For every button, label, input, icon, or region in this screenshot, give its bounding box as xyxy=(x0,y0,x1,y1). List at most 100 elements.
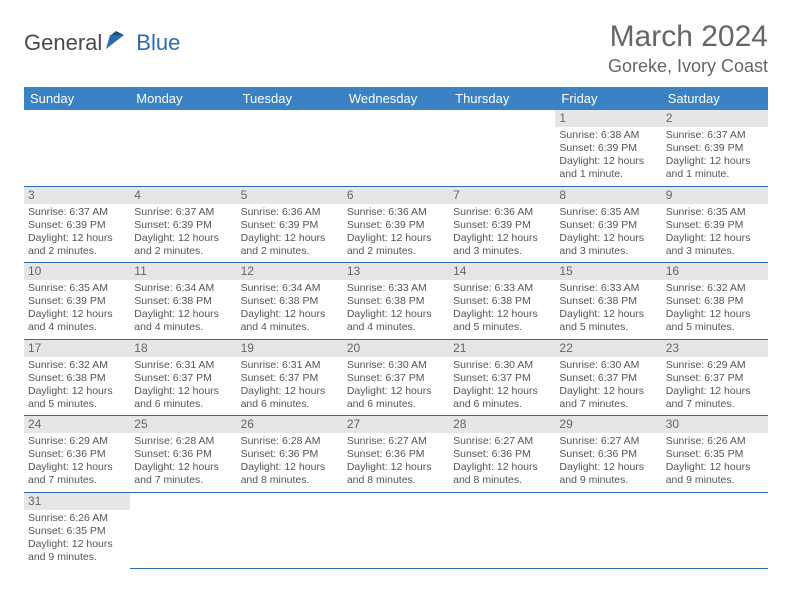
day-number: 15 xyxy=(555,263,661,280)
calendar-cell: 8Sunrise: 6:35 AMSunset: 6:39 PMDaylight… xyxy=(555,186,661,263)
daylight-text: Daylight: 12 hours and 8 minutes. xyxy=(241,461,339,487)
calendar-cell: 9Sunrise: 6:35 AMSunset: 6:39 PMDaylight… xyxy=(662,186,768,263)
logo-text-blue: Blue xyxy=(136,30,180,56)
sunrise-text: Sunrise: 6:31 AM xyxy=(241,359,339,372)
daylight-text: Daylight: 12 hours and 3 minutes. xyxy=(666,232,764,258)
daylight-text: Daylight: 12 hours and 6 minutes. xyxy=(134,385,232,411)
calendar-row: 24Sunrise: 6:29 AMSunset: 6:36 PMDayligh… xyxy=(24,416,768,493)
weekday-thursday: Thursday xyxy=(449,87,555,110)
calendar-cell: 16Sunrise: 6:32 AMSunset: 6:38 PMDayligh… xyxy=(662,263,768,340)
sunrise-text: Sunrise: 6:38 AM xyxy=(559,129,657,142)
sunset-text: Sunset: 6:37 PM xyxy=(241,372,339,385)
sunset-text: Sunset: 6:39 PM xyxy=(453,219,551,232)
calendar-cell: 11Sunrise: 6:34 AMSunset: 6:38 PMDayligh… xyxy=(130,263,236,340)
sunset-text: Sunset: 6:39 PM xyxy=(28,219,126,232)
day-number: 18 xyxy=(130,340,236,357)
sunset-text: Sunset: 6:38 PM xyxy=(241,295,339,308)
calendar-cell xyxy=(662,492,768,568)
sunset-text: Sunset: 6:36 PM xyxy=(453,448,551,461)
daylight-text: Daylight: 12 hours and 9 minutes. xyxy=(666,461,764,487)
calendar-row: 17Sunrise: 6:32 AMSunset: 6:38 PMDayligh… xyxy=(24,339,768,416)
day-number: 22 xyxy=(555,340,661,357)
sunrise-text: Sunrise: 6:34 AM xyxy=(241,282,339,295)
sunrise-text: Sunrise: 6:28 AM xyxy=(241,435,339,448)
calendar-cell xyxy=(24,110,130,186)
day-number: 13 xyxy=(343,263,449,280)
day-number: 14 xyxy=(449,263,555,280)
calendar-cell: 22Sunrise: 6:30 AMSunset: 6:37 PMDayligh… xyxy=(555,339,661,416)
day-number: 3 xyxy=(24,187,130,204)
calendar-cell: 17Sunrise: 6:32 AMSunset: 6:38 PMDayligh… xyxy=(24,339,130,416)
daylight-text: Daylight: 12 hours and 7 minutes. xyxy=(559,385,657,411)
day-number: 19 xyxy=(237,340,343,357)
logo: General Blue xyxy=(24,30,180,56)
daylight-text: Daylight: 12 hours and 2 minutes. xyxy=(134,232,232,258)
calendar-cell: 19 Sunrise: 6:31 AMSunset: 6:37 PMDayligh… xyxy=(237,339,343,416)
daylight-text: Daylight: 12 hours and 8 minutes. xyxy=(347,461,445,487)
sunset-text: Sunset: 6:38 PM xyxy=(347,295,445,308)
day-number: 24 xyxy=(24,416,130,433)
sunrise-text: Sunrise: 6:30 AM xyxy=(347,359,445,372)
sunrise-text: Sunrise: 6:35 AM xyxy=(666,206,764,219)
sunset-text: Sunset: 6:37 PM xyxy=(559,372,657,385)
calendar-cell: 18Sunrise: 6:31 AMSunset: 6:37 PMDayligh… xyxy=(130,339,236,416)
daylight-text: Daylight: 12 hours and 1 minute. xyxy=(666,155,764,181)
sunset-text: Sunset: 6:39 PM xyxy=(28,295,126,308)
day-number: 11 xyxy=(130,263,236,280)
calendar-cell xyxy=(130,492,236,568)
day-number: 5 xyxy=(237,187,343,204)
daylight-text: Daylight: 12 hours and 7 minutes. xyxy=(28,461,126,487)
page-header: General Blue March 2024 Goreke, Ivory Co… xyxy=(24,20,768,77)
daylight-text: Daylight: 12 hours and 5 minutes. xyxy=(666,308,764,334)
sunset-text: Sunset: 6:37 PM xyxy=(453,372,551,385)
day-number: 23 xyxy=(662,340,768,357)
sunset-text: Sunset: 6:38 PM xyxy=(134,295,232,308)
daylight-text: Daylight: 12 hours and 7 minutes. xyxy=(134,461,232,487)
calendar-cell: 15Sunrise: 6:33 AMSunset: 6:38 PMDayligh… xyxy=(555,263,661,340)
sunrise-text: Sunrise: 6:33 AM xyxy=(453,282,551,295)
daylight-text: Daylight: 12 hours and 5 minutes. xyxy=(453,308,551,334)
calendar-cell: 6Sunrise: 6:36 AMSunset: 6:39 PMDaylight… xyxy=(343,186,449,263)
day-number: 20 xyxy=(343,340,449,357)
day-number: 21 xyxy=(449,340,555,357)
weekday-saturday: Saturday xyxy=(662,87,768,110)
month-title: March 2024 xyxy=(608,20,768,54)
daylight-text: Daylight: 12 hours and 3 minutes. xyxy=(559,232,657,258)
day-number: 17 xyxy=(24,340,130,357)
sunset-text: Sunset: 6:39 PM xyxy=(666,142,764,155)
daylight-text: Daylight: 12 hours and 8 minutes. xyxy=(453,461,551,487)
daylight-text: Daylight: 12 hours and 7 minutes. xyxy=(666,385,764,411)
day-number: 28 xyxy=(449,416,555,433)
calendar-cell xyxy=(237,492,343,568)
sunset-text: Sunset: 6:36 PM xyxy=(241,448,339,461)
day-number: 26 xyxy=(237,416,343,433)
sunrise-text: Sunrise: 6:26 AM xyxy=(666,435,764,448)
calendar-cell xyxy=(237,110,343,186)
calendar-cell: 4Sunrise: 6:37 AMSunset: 6:39 PMDaylight… xyxy=(130,186,236,263)
calendar-cell: 7Sunrise: 6:36 AMSunset: 6:39 PMDaylight… xyxy=(449,186,555,263)
calendar-cell: 3Sunrise: 6:37 AMSunset: 6:39 PMDaylight… xyxy=(24,186,130,263)
sunset-text: Sunset: 6:37 PM xyxy=(666,372,764,385)
day-number: 8 xyxy=(555,187,661,204)
calendar-cell: 5Sunrise: 6:36 AMSunset: 6:39 PMDaylight… xyxy=(237,186,343,263)
calendar-cell: 25Sunrise: 6:28 AMSunset: 6:36 PMDayligh… xyxy=(130,416,236,493)
daylight-text: Daylight: 12 hours and 6 minutes. xyxy=(347,385,445,411)
day-number: 4 xyxy=(130,187,236,204)
daylight-text: Daylight: 12 hours and 6 minutes. xyxy=(453,385,551,411)
calendar-cell xyxy=(449,492,555,568)
calendar-cell: 26 Sunrise: 6:28 AMSunset: 6:36 PMDayligh… xyxy=(237,416,343,493)
daylight-text: Daylight: 12 hours and 6 minutes. xyxy=(241,385,339,411)
calendar-cell: 30Sunrise: 6:26 AMSunset: 6:35 PMDayligh… xyxy=(662,416,768,493)
sunrise-text: Sunrise: 6:37 AM xyxy=(666,129,764,142)
calendar-table: Sunday Monday Tuesday Wednesday Thursday… xyxy=(24,87,768,569)
flag-icon xyxy=(106,31,132,56)
day-number: 27 xyxy=(343,416,449,433)
weekday-friday: Friday xyxy=(555,87,661,110)
calendar-cell: 20Sunrise: 6:30 AMSunset: 6:37 PMDayligh… xyxy=(343,339,449,416)
logo-text-general: General xyxy=(24,30,102,56)
calendar-cell: 10Sunrise: 6:35 AMSunset: 6:39 PMDayligh… xyxy=(24,263,130,340)
sunrise-text: Sunrise: 6:36 AM xyxy=(347,206,445,219)
sunrise-text: Sunrise: 6:28 AM xyxy=(134,435,232,448)
daylight-text: Daylight: 12 hours and 4 minutes. xyxy=(134,308,232,334)
day-number: 2 xyxy=(662,110,768,127)
